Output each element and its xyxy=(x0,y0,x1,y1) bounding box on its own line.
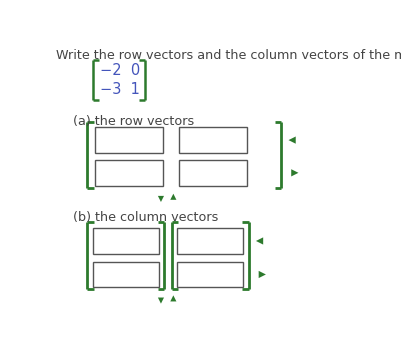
Text: −3  1: −3 1 xyxy=(101,82,140,97)
Text: −2  0: −2 0 xyxy=(101,63,141,78)
Bar xyxy=(177,228,243,254)
Text: (b) the column vectors: (b) the column vectors xyxy=(73,211,219,224)
Bar xyxy=(95,160,163,186)
Text: Write the row vectors and the column vectors of the matrix.: Write the row vectors and the column vec… xyxy=(56,49,401,62)
Bar xyxy=(179,127,247,153)
Text: (a) the row vectors: (a) the row vectors xyxy=(73,115,194,128)
Bar xyxy=(93,228,159,254)
Bar xyxy=(95,127,163,153)
Bar xyxy=(93,262,159,287)
Bar xyxy=(179,160,247,186)
Bar xyxy=(177,262,243,287)
